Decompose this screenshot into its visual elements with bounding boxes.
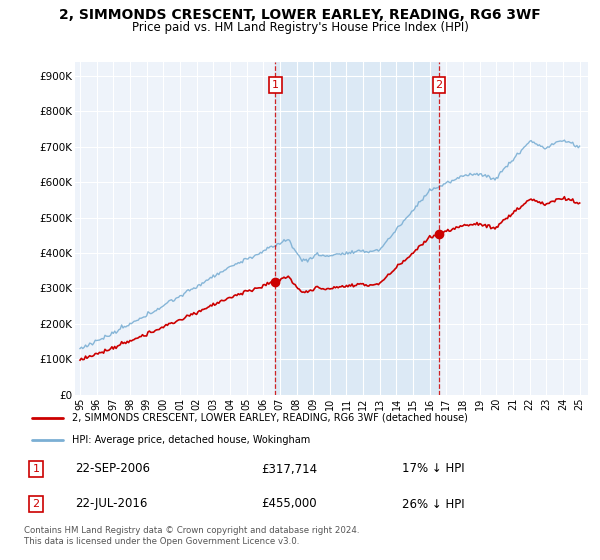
Text: 22-JUL-2016: 22-JUL-2016 <box>75 497 147 511</box>
Text: £317,714: £317,714 <box>261 463 317 475</box>
Text: £455,000: £455,000 <box>261 497 317 511</box>
Text: 2: 2 <box>436 80 442 90</box>
Text: 22-SEP-2006: 22-SEP-2006 <box>75 463 150 475</box>
Text: 1: 1 <box>32 464 40 474</box>
Text: 2: 2 <box>32 499 40 509</box>
Bar <box>275 62 439 395</box>
Text: Contains HM Land Registry data © Crown copyright and database right 2024.
This d: Contains HM Land Registry data © Crown c… <box>24 526 359 546</box>
Text: 17% ↓ HPI: 17% ↓ HPI <box>402 463 464 475</box>
Text: 2, SIMMONDS CRESCENT, LOWER EARLEY, READING, RG6 3WF (detached house): 2, SIMMONDS CRESCENT, LOWER EARLEY, READ… <box>72 413 468 423</box>
Text: 2, SIMMONDS CRESCENT, LOWER EARLEY, READING, RG6 3WF: 2, SIMMONDS CRESCENT, LOWER EARLEY, READ… <box>59 8 541 22</box>
Text: HPI: Average price, detached house, Wokingham: HPI: Average price, detached house, Woki… <box>72 435 310 445</box>
Text: 26% ↓ HPI: 26% ↓ HPI <box>402 497 464 511</box>
Text: 1: 1 <box>272 80 279 90</box>
Text: Price paid vs. HM Land Registry's House Price Index (HPI): Price paid vs. HM Land Registry's House … <box>131 21 469 34</box>
